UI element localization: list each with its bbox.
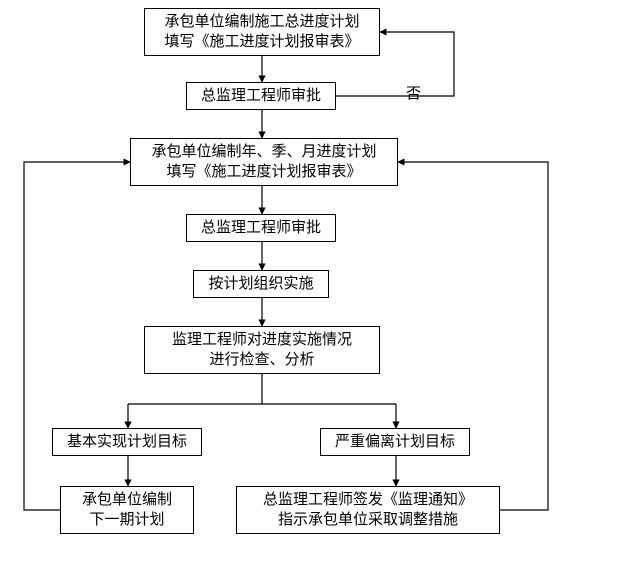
node-text-line: 总监理工程师审批 xyxy=(201,218,321,238)
node-master-plan: 承包单位编制施工总进度计划 填写《施工进度计划报审表》 xyxy=(144,8,380,56)
node-text-line: 严重偏离计划目标 xyxy=(335,432,455,452)
node-target-met: 基本实现计划目标 xyxy=(52,428,202,456)
node-target-deviated: 严重偏离计划目标 xyxy=(320,428,470,456)
node-text-line: 指示承包单位采取调整措施 xyxy=(278,510,458,530)
node-supervision-notice: 总监理工程师签发《监理通知》 指示承包单位采取调整措施 xyxy=(236,486,500,534)
node-period-plan: 承包单位编制年、季、月进度计划 填写《施工进度计划报审表》 xyxy=(130,138,398,186)
node-text-line: 填写《施工进度计划报审表》 xyxy=(164,32,359,52)
node-text-line: 填写《施工进度计划报审表》 xyxy=(166,162,361,182)
node-text-line: 进行检查、分析 xyxy=(209,350,314,370)
node-text-line: 按计划组织实施 xyxy=(208,274,313,294)
node-text-line: 承包单位编制年、季、月进度计划 xyxy=(151,142,376,162)
node-text-line: 总监理工程师签发《监理通知》 xyxy=(263,490,473,510)
node-text-line: 承包单位编制施工总进度计划 xyxy=(164,12,359,32)
node-chief-approval-1: 总监理工程师审批 xyxy=(186,82,336,110)
node-next-plan: 承包单位编制 下一期计划 xyxy=(60,486,194,534)
node-chief-approval-2: 总监理工程师审批 xyxy=(186,214,336,242)
edge-e11_back xyxy=(398,162,548,510)
edge-e10_back xyxy=(24,162,130,510)
node-text-line: 承包单位编制 xyxy=(82,490,172,510)
node-text-line: 基本实现计划目标 xyxy=(67,432,187,452)
edge-label-text: 否 xyxy=(406,86,421,102)
node-text-line: 监理工程师对进度实施情况 xyxy=(172,330,352,350)
node-text-line: 下一期计划 xyxy=(89,510,164,530)
edge-label-no: 否 xyxy=(406,82,421,103)
node-implement: 按计划组织实施 xyxy=(193,270,329,298)
node-inspect-analyze: 监理工程师对进度实施情况 进行检查、分析 xyxy=(144,326,380,374)
node-text-line: 总监理工程师审批 xyxy=(201,86,321,106)
